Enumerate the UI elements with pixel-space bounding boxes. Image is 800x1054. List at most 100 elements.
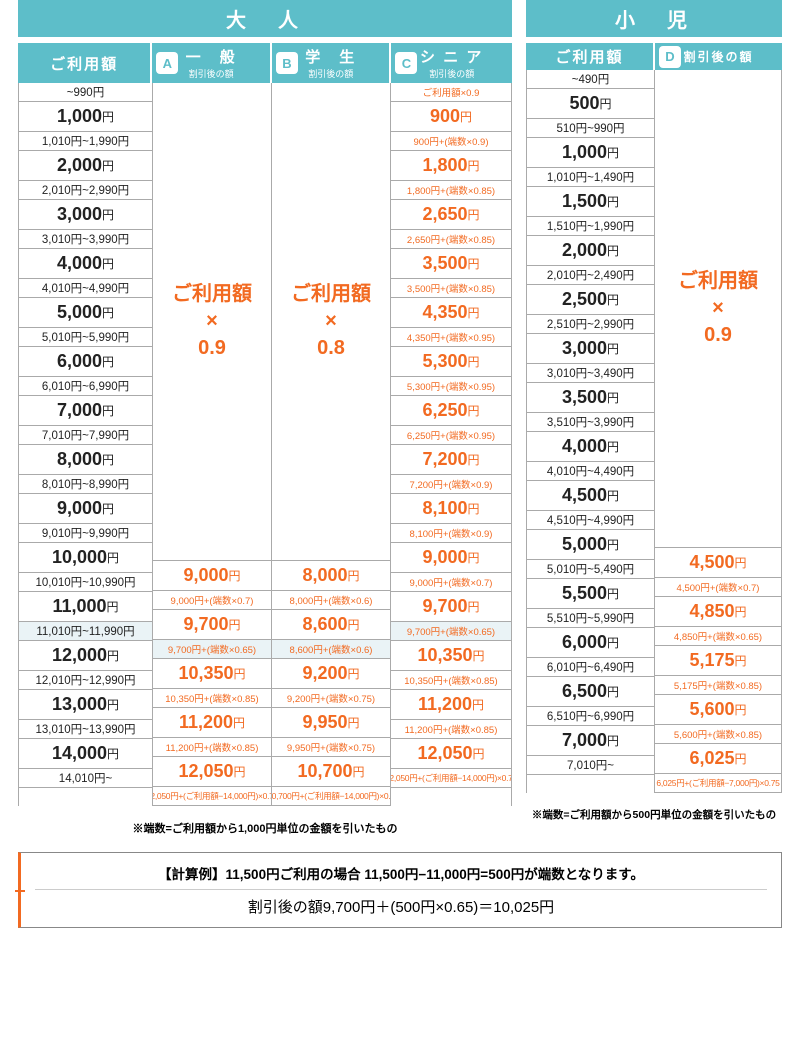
adult-panel: 大 人 ご利用額 A一 般割引後の額 B学 生割引後の額 Cシ ニ ア割引後の額… <box>18 0 512 836</box>
usage-cell: 1,010円~1,490円 <box>527 168 654 187</box>
value-cell: 9,000円 <box>391 543 511 573</box>
value-cell: 11,200円+(端数×0.85) <box>391 720 511 739</box>
child-col-d: ご利用額×0.94,500円4,500円+(端数×0.7)4,850円4,850… <box>654 70 782 793</box>
usage-cell: 11,010円~11,990円 <box>19 622 152 641</box>
calc-example: 【計算例】11,500円ご利用の場合 11,500円−11,000円=500円が… <box>18 852 782 928</box>
usage-cell: 6,000円 <box>527 628 654 658</box>
value-cell: 10,350円 <box>153 659 271 689</box>
value-cell: 2,650円 <box>391 200 511 230</box>
value-cell: 9,700円 <box>391 592 511 622</box>
usage-cell: 510円~990円 <box>527 119 654 138</box>
formula-cell: ご利用額×0.9 <box>655 70 781 548</box>
value-cell: ご利用額×0.9 <box>391 83 511 102</box>
usage-cell: 9,010円~9,990円 <box>19 524 152 543</box>
usage-cell: 7,010円~7,990円 <box>19 426 152 445</box>
value-cell: 6,025円+(ご利用額−7,000円)×0.75 <box>655 774 781 793</box>
usage-cell: 6,510円~6,990円 <box>527 707 654 726</box>
value-cell: 3,500円 <box>391 249 511 279</box>
header-usage-child: ご利用額 <box>526 43 653 70</box>
value-cell: 12,050円 <box>153 757 271 787</box>
adult-usage-col: ~990円1,000円1,010円~1,990円2,000円2,010円~2,9… <box>18 83 152 806</box>
value-cell: 1,800円+(端数×0.85) <box>391 181 511 200</box>
usage-cell: 2,510円~2,990円 <box>527 315 654 334</box>
value-cell: 12,050円 <box>391 739 511 769</box>
value-cell: 5,600円 <box>655 695 781 725</box>
adult-col-b: ご利用額×0.88,000円8,000円+(端数×0.6)8,600円8,600… <box>271 83 390 806</box>
calc-line2: 割引後の額9,700円＋(500円×0.65)＝10,025円 <box>35 889 767 917</box>
usage-cell: 5,010円~5,990円 <box>19 328 152 347</box>
value-cell: 6,025円 <box>655 744 781 774</box>
usage-cell: 5,010円~5,490円 <box>527 560 654 579</box>
usage-cell: 6,010円~6,490円 <box>527 658 654 677</box>
usage-cell: 10,000円 <box>19 543 152 573</box>
usage-cell: 3,510円~3,990円 <box>527 413 654 432</box>
child-panel: 小 児 ご利用額 D割引後の額 ~490円500円510円~990円1,000円… <box>526 0 782 836</box>
value-cell: 9,000円+(端数×0.7) <box>391 573 511 592</box>
value-cell: 9,200円+(端数×0.75) <box>272 689 390 708</box>
usage-cell: 2,010円~2,490円 <box>527 266 654 285</box>
formula-cell: ご利用額×0.9 <box>153 83 271 561</box>
value-cell: 10,350円+(端数×0.85) <box>153 689 271 708</box>
usage-cell: 1,010円~1,990円 <box>19 132 152 151</box>
adult-title: 大 人 <box>18 0 512 37</box>
usage-cell: 6,010円~6,990円 <box>19 377 152 396</box>
value-cell: 9,950円 <box>272 708 390 738</box>
usage-cell: 1,510円~1,990円 <box>527 217 654 236</box>
formula-cell: ご利用額×0.8 <box>272 83 390 561</box>
header-d: D割引後の額 <box>655 43 782 70</box>
usage-cell: 2,500円 <box>527 285 654 315</box>
usage-cell: 6,500円 <box>527 677 654 707</box>
value-cell: 8,600円+(端数×0.6) <box>272 640 390 659</box>
usage-cell: 13,010円~13,990円 <box>19 720 152 739</box>
value-cell: 6,250円 <box>391 396 511 426</box>
usage-cell: 3,010円~3,990円 <box>19 230 152 249</box>
value-cell: 11,200円 <box>391 690 511 720</box>
usage-cell: 4,510円~4,990円 <box>527 511 654 530</box>
value-cell: 8,000円+(端数×0.6) <box>272 591 390 610</box>
usage-cell: 4,000円 <box>19 249 152 279</box>
usage-cell: 5,000円 <box>19 298 152 328</box>
usage-cell: 4,010円~4,990円 <box>19 279 152 298</box>
usage-cell: ~490円 <box>527 70 654 89</box>
value-cell: 8,600円 <box>272 610 390 640</box>
header-usage: ご利用額 <box>18 43 150 83</box>
value-cell: 12,050円+(ご利用額−14,000円)×0.75 <box>391 769 511 788</box>
value-cell: 4,850円 <box>655 597 781 627</box>
adult-col-a: ご利用額×0.99,000円9,000円+(端数×0.7)9,700円9,700… <box>152 83 271 806</box>
usage-cell: 5,500円 <box>527 579 654 609</box>
usage-cell: 2,000円 <box>527 236 654 266</box>
usage-cell: 12,010円~12,990円 <box>19 671 152 690</box>
value-cell: 9,000円+(端数×0.7) <box>153 591 271 610</box>
value-cell: 8,100円 <box>391 494 511 524</box>
usage-cell: 14,000円 <box>19 739 152 769</box>
usage-cell: 11,000円 <box>19 592 152 622</box>
child-usage-col: ~490円500円510円~990円1,000円1,010円~1,490円1,5… <box>526 70 654 793</box>
value-cell: 10,700円+(ご利用額−14,000円)×0.7 <box>272 787 390 806</box>
value-cell: 4,350円+(端数×0.95) <box>391 328 511 347</box>
usage-cell: 3,000円 <box>527 334 654 364</box>
value-cell: 11,200円+(端数×0.85) <box>153 738 271 757</box>
usage-cell: 500円 <box>527 89 654 119</box>
value-cell: 6,250円+(端数×0.95) <box>391 426 511 445</box>
value-cell: 9,200円 <box>272 659 390 689</box>
value-cell: 8,100円+(端数×0.9) <box>391 524 511 543</box>
calc-line1: 【計算例】11,500円ご利用の場合 11,500円−11,000円=500円が… <box>35 863 767 883</box>
header-b: B学 生割引後の額 <box>272 43 390 83</box>
value-cell: 4,500円 <box>655 548 781 578</box>
usage-cell: 5,000円 <box>527 530 654 560</box>
usage-cell: 6,000円 <box>19 347 152 377</box>
value-cell: 10,700円 <box>272 757 390 787</box>
usage-cell: 7,000円 <box>19 396 152 426</box>
value-cell: 900円+(端数×0.9) <box>391 132 511 151</box>
value-cell: 1,800円 <box>391 151 511 181</box>
header-a: A一 般割引後の額 <box>152 43 270 83</box>
value-cell: 4,500円+(端数×0.7) <box>655 578 781 597</box>
usage-cell: 4,000円 <box>527 432 654 462</box>
value-cell: 9,700円 <box>153 610 271 640</box>
usage-cell: 13,000円 <box>19 690 152 720</box>
usage-cell: 2,000円 <box>19 151 152 181</box>
value-cell: 9,700円+(端数×0.65) <box>153 640 271 659</box>
usage-cell: 4,500円 <box>527 481 654 511</box>
value-cell: 10,350円 <box>391 641 511 671</box>
adult-note: ※端数=ご利用額から1,000円単位の金額を引いたもの <box>18 820 512 836</box>
